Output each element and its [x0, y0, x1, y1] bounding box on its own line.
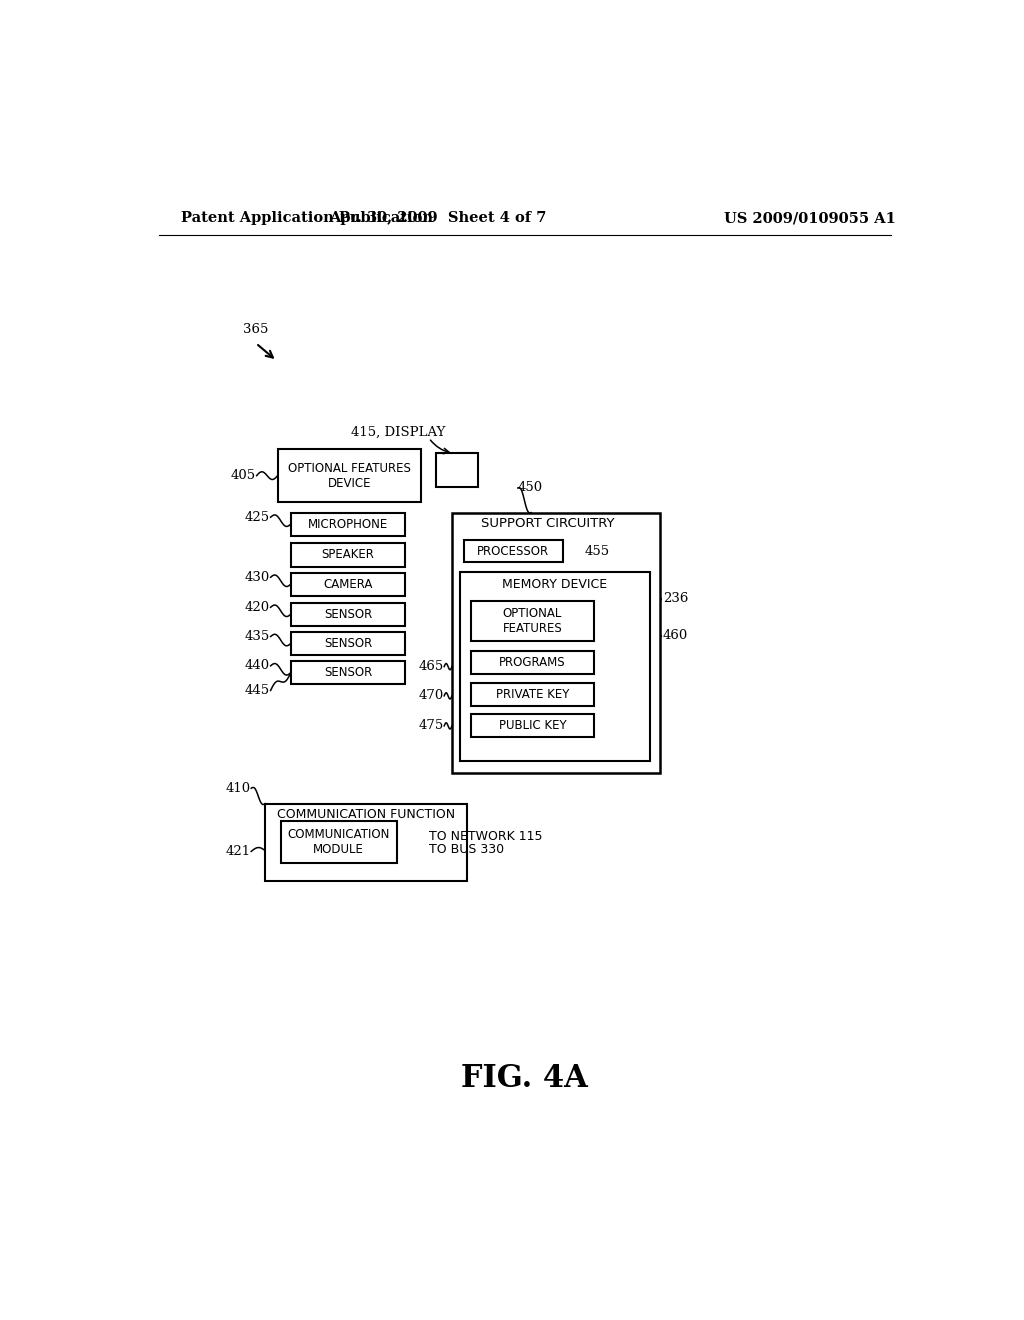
Text: 415, DISPLAY: 415, DISPLAY — [350, 426, 444, 440]
Text: CAMERA: CAMERA — [324, 578, 373, 591]
Text: OPTIONAL FEATURES
DEVICE: OPTIONAL FEATURES DEVICE — [288, 462, 411, 490]
Text: 410: 410 — [225, 781, 251, 795]
Text: MEMORY DEVICE: MEMORY DEVICE — [502, 578, 607, 591]
Text: TO BUS 330: TO BUS 330 — [429, 843, 504, 857]
Text: 405: 405 — [230, 469, 256, 482]
Text: FIG. 4A: FIG. 4A — [462, 1063, 588, 1094]
Text: US 2009/0109055 A1: US 2009/0109055 A1 — [724, 211, 896, 226]
Bar — [281, 821, 397, 863]
Bar — [464, 540, 563, 562]
Bar — [265, 804, 467, 880]
Text: 455: 455 — [585, 545, 609, 557]
Text: 440: 440 — [245, 659, 270, 672]
Text: MICROPHONE: MICROPHONE — [308, 517, 388, 531]
Text: 475: 475 — [418, 719, 443, 733]
Text: SENSOR: SENSOR — [324, 607, 373, 620]
Text: 425: 425 — [245, 511, 270, 524]
Text: OPTIONAL
FEATURES: OPTIONAL FEATURES — [503, 607, 562, 635]
Text: 435: 435 — [245, 630, 270, 643]
Bar — [471, 601, 594, 642]
Text: 365: 365 — [243, 323, 268, 335]
Bar — [471, 682, 594, 706]
Text: Apr. 30, 2009  Sheet 4 of 7: Apr. 30, 2009 Sheet 4 of 7 — [330, 211, 547, 226]
Text: 430: 430 — [245, 570, 270, 583]
Text: TO NETWORK 115: TO NETWORK 115 — [429, 829, 542, 842]
Text: SPEAKER: SPEAKER — [322, 548, 375, 561]
Bar — [471, 651, 594, 675]
Text: 445: 445 — [245, 684, 270, 697]
Text: 465: 465 — [418, 660, 443, 673]
Bar — [291, 544, 406, 566]
Text: SENSOR: SENSOR — [324, 667, 373, 680]
Text: COMMUNICATION
MODULE: COMMUNICATION MODULE — [288, 828, 390, 855]
Text: Patent Application Publication: Patent Application Publication — [180, 211, 433, 226]
Bar — [291, 661, 406, 684]
Text: PUBLIC KEY: PUBLIC KEY — [499, 719, 566, 733]
Text: SENSOR: SENSOR — [324, 638, 373, 649]
Bar — [291, 512, 406, 536]
Bar — [452, 512, 659, 774]
Text: COMMUNICATION FUNCTION: COMMUNICATION FUNCTION — [276, 808, 455, 821]
Bar — [291, 573, 406, 595]
Text: SUPPORT CIRCUITRY: SUPPORT CIRCUITRY — [481, 517, 614, 529]
Text: 470: 470 — [418, 689, 443, 702]
Text: PROGRAMS: PROGRAMS — [500, 656, 566, 669]
Bar — [291, 632, 406, 655]
Text: 460: 460 — [663, 630, 688, 643]
Bar — [278, 450, 421, 502]
Text: PROCESSOR: PROCESSOR — [477, 545, 549, 557]
Bar — [460, 572, 649, 762]
Bar — [435, 453, 478, 487]
Bar — [291, 603, 406, 626]
Text: 420: 420 — [245, 601, 270, 614]
Text: 236: 236 — [663, 593, 688, 606]
Text: 421: 421 — [225, 845, 251, 858]
Text: 450: 450 — [518, 482, 543, 495]
Bar — [471, 714, 594, 738]
Text: PRIVATE KEY: PRIVATE KEY — [496, 688, 569, 701]
